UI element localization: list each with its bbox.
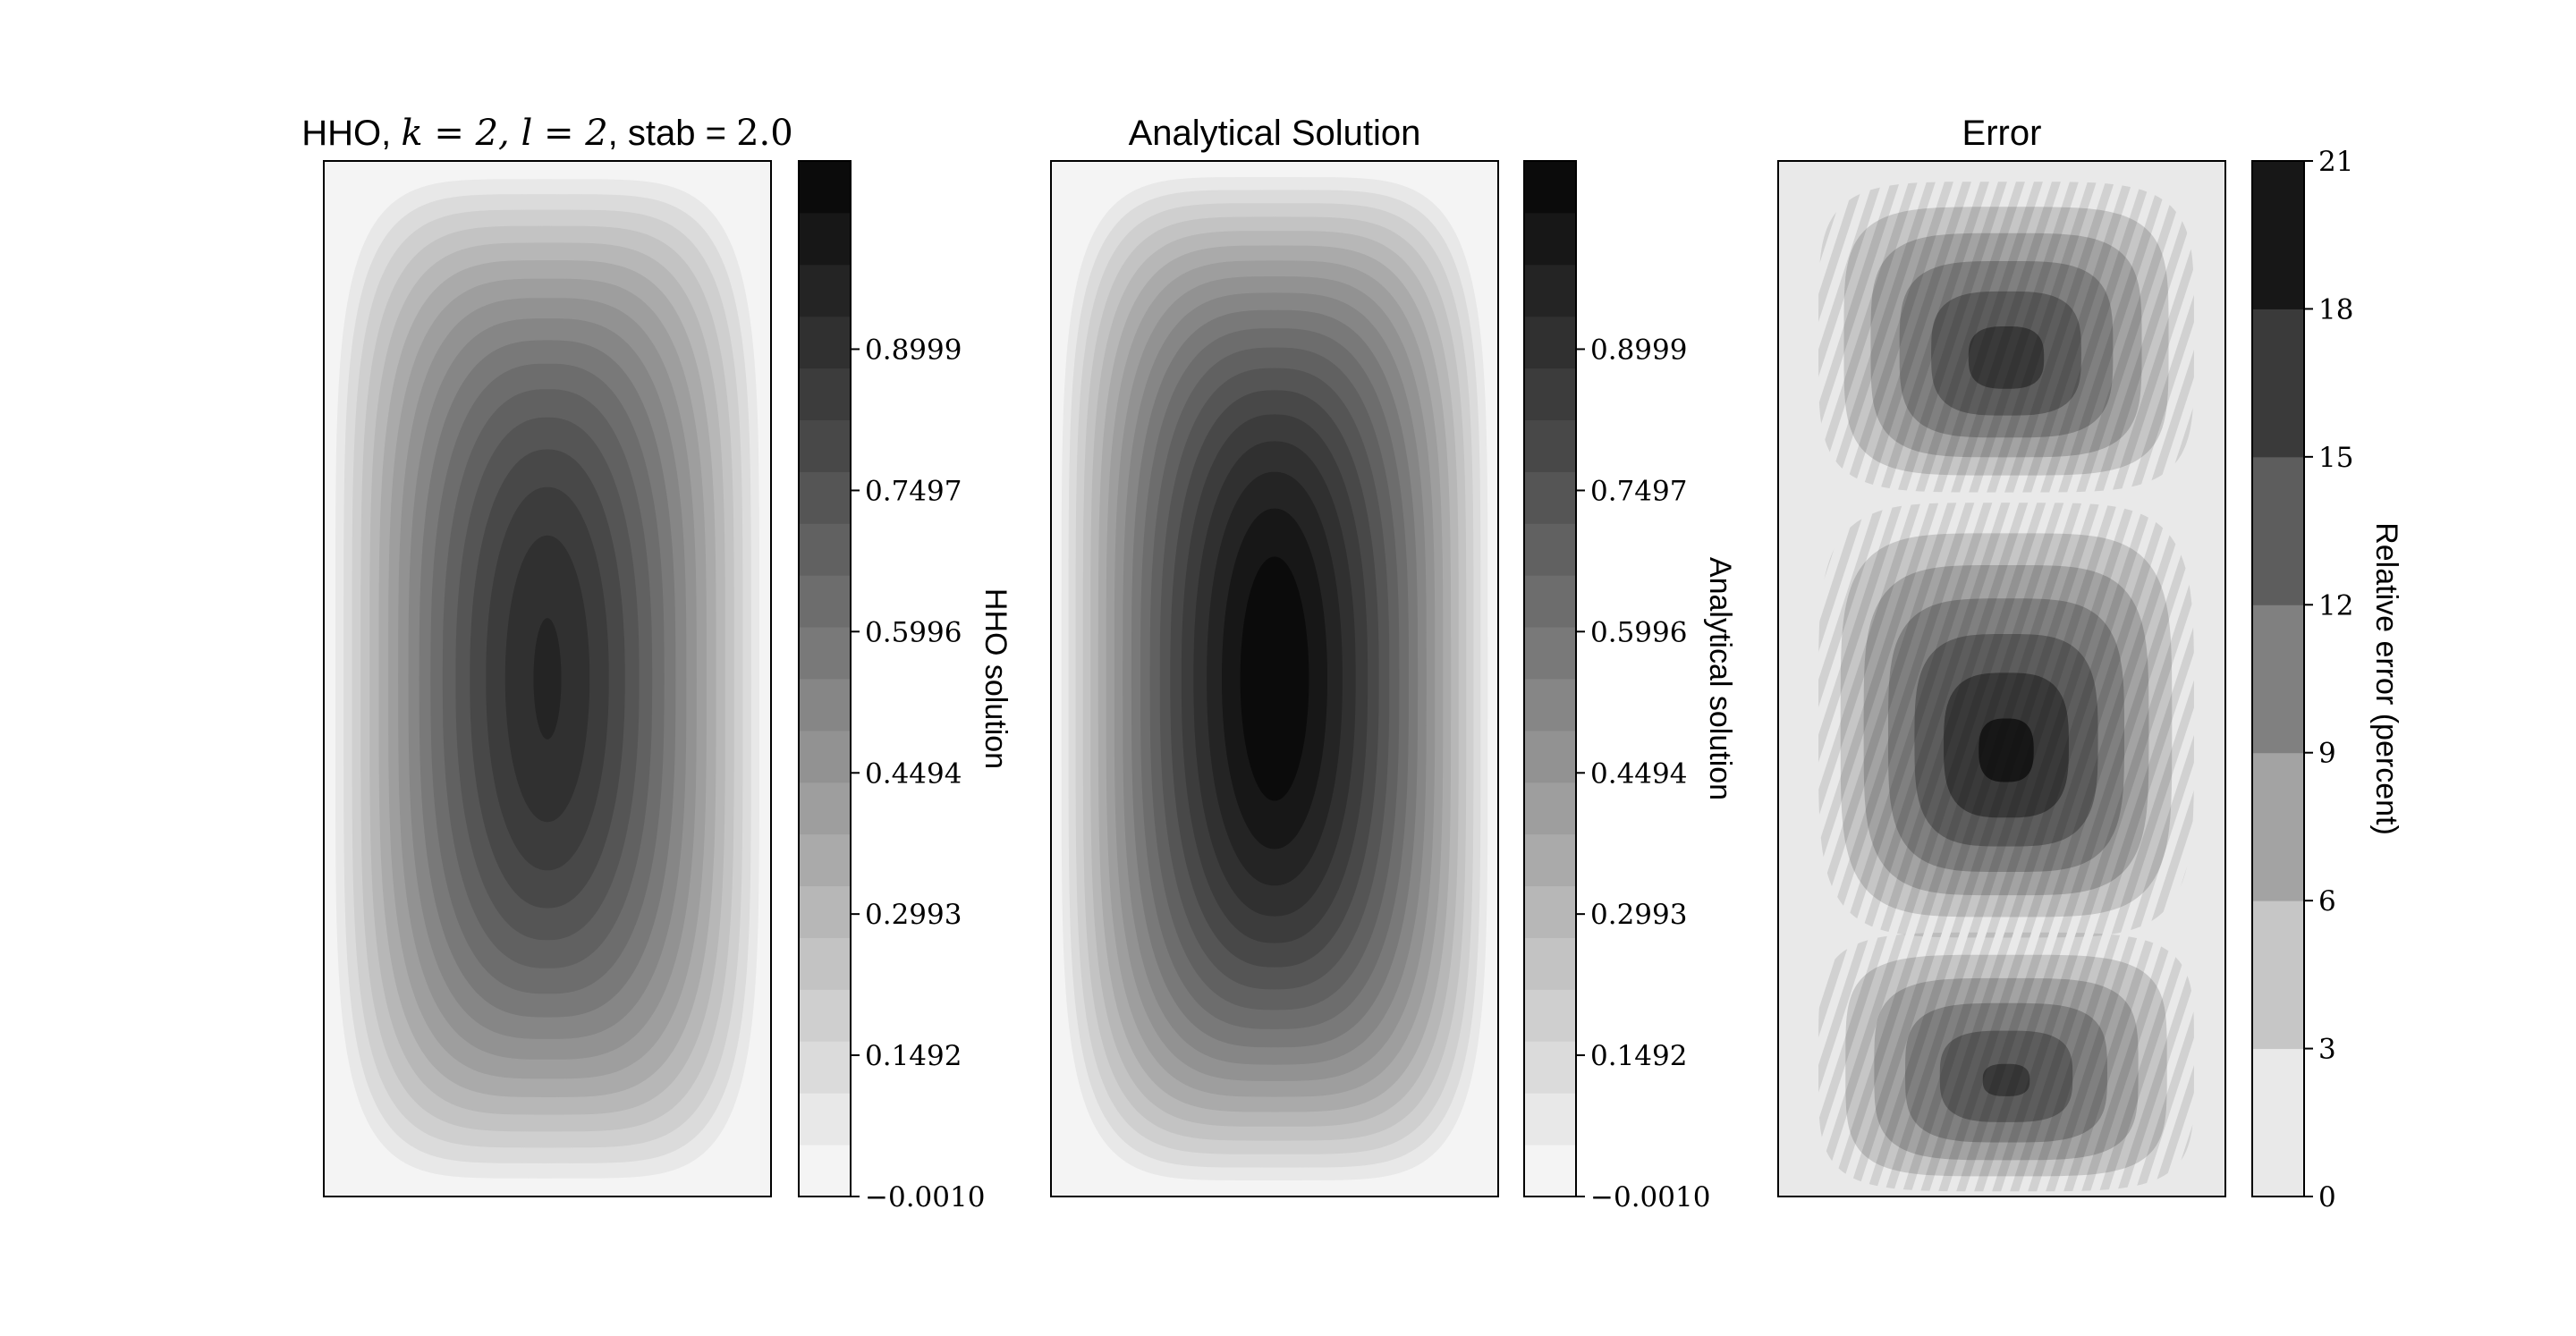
colorbar-frame — [798, 160, 852, 1197]
error-panel: Error 0 3 6 9 12 15 18 21 Relative error (perce… — [1777, 114, 2403, 1213]
hho-colorbar-label: HHO solution — [979, 588, 1013, 769]
hho-panel: HHO, k = 2, l = 2, stab = 2.0 −0.0010 0.1… — [301, 113, 1013, 1213]
analytical-contour-field — [1051, 161, 1498, 1196]
colorbar-band — [799, 1041, 851, 1094]
colorbar-band — [2252, 456, 2304, 605]
colorbar-band — [799, 679, 851, 731]
colorbar-tick-label: 0.5996 — [1590, 616, 1687, 648]
colorbar-band — [799, 575, 851, 628]
colorbar-tick-label: −0.0010 — [1590, 1181, 1710, 1213]
colorbar-tick-label: 0.2993 — [865, 899, 962, 931]
colorbar-band — [799, 627, 851, 680]
colorbar-band — [799, 368, 851, 420]
colorbar-band — [1524, 833, 1576, 887]
error-colorbar-label: Relative error (percent) — [2369, 522, 2403, 835]
colorbar-tick-label: 9 — [2318, 738, 2336, 770]
colorbar-band — [799, 212, 851, 266]
colorbar-band — [1524, 523, 1576, 576]
colorbar-band — [799, 730, 851, 783]
colorbar-band — [1524, 575, 1576, 628]
colorbar-frame — [1523, 160, 1577, 1197]
colorbar-band — [799, 833, 851, 887]
hho-contour-field — [324, 161, 771, 1196]
colorbar-band — [1524, 989, 1576, 1042]
hho-title: HHO, k = 2, l = 2, stab = 2.0 — [301, 113, 792, 154]
colorbar-band — [1524, 1093, 1576, 1146]
colorbar-band — [1524, 264, 1576, 317]
colorbar-tick-label: 0 — [2318, 1181, 2336, 1213]
colorbar-tick-label: 0.4494 — [1590, 757, 1687, 790]
colorbar-band — [1524, 212, 1576, 266]
colorbar-tick-label: 0.8999 — [1590, 334, 1687, 366]
colorbar-tick-label: 3 — [2318, 1034, 2336, 1066]
colorbar-band — [1524, 937, 1576, 990]
contour-level — [533, 618, 562, 740]
error-colorbar: 0 3 6 9 12 15 18 21 — [2251, 146, 2353, 1213]
analytical-axes-frame — [1050, 160, 1499, 1197]
colorbar-tick-label: 0.4494 — [865, 757, 962, 790]
error-artifact-hatch — [1818, 932, 2194, 1192]
colorbar-tick-label: 0.7497 — [1590, 475, 1687, 507]
colorbar-band — [799, 316, 851, 369]
colorbar-band — [799, 264, 851, 317]
analytical-title: Analytical Solution — [1129, 114, 1421, 153]
colorbar-band — [799, 937, 851, 990]
error-contour-field — [1778, 161, 2225, 1196]
colorbar-band — [1524, 419, 1576, 472]
analytical-panel: Analytical Solution −0.0010 0.1492 0.2993 0… — [1050, 114, 1737, 1213]
colorbar-band — [799, 419, 851, 472]
colorbar-band — [1524, 679, 1576, 731]
colorbar-tick-label: −0.0010 — [865, 1181, 985, 1213]
colorbar-tick-label: 6 — [2318, 885, 2336, 917]
colorbar-band — [1524, 885, 1576, 938]
colorbar-band — [799, 989, 851, 1042]
colorbar-tick-label: 15 — [2318, 442, 2353, 474]
analytical-colorbar: −0.0010 0.1492 0.2993 0.4494 0.5996 0.7497 0.8… — [1523, 160, 1710, 1213]
hho-colorbar: −0.0010 0.1492 0.2993 0.4494 0.5996 0.7497 0.8… — [798, 160, 985, 1213]
colorbar-band — [1524, 627, 1576, 680]
colorbar-band — [1524, 1145, 1576, 1197]
colorbar-band — [2252, 1048, 2304, 1197]
colorbar-frame — [2251, 160, 2305, 1197]
colorbar-band — [799, 161, 851, 214]
colorbar-band — [2252, 309, 2304, 458]
colorbar-band — [799, 1145, 851, 1197]
colorbar-band — [2252, 901, 2304, 1050]
colorbar-tick-label: 0.8999 — [865, 334, 962, 366]
colorbar-band — [1524, 782, 1576, 835]
colorbar-band — [799, 885, 851, 938]
colorbar-tick-label: 0.1492 — [865, 1040, 962, 1072]
contour-level — [1240, 556, 1309, 801]
colorbar-band — [1524, 1041, 1576, 1094]
colorbar-band — [2252, 752, 2304, 901]
error-artifact-hatch — [1818, 503, 2194, 938]
colorbar-band — [799, 782, 851, 835]
analytical-colorbar-label: Analytical solution — [1703, 557, 1737, 800]
colorbar-tick-label: 12 — [2318, 589, 2353, 621]
colorbar-tick-label: 0.1492 — [1590, 1040, 1687, 1072]
error-artifact-hatch — [1818, 182, 2194, 493]
colorbar-band — [1524, 471, 1576, 524]
colorbar-band — [1524, 316, 1576, 369]
error-title: Error — [1962, 114, 2042, 153]
colorbar-tick-label: 0.2993 — [1590, 899, 1687, 931]
error-axes-frame — [1777, 160, 2226, 1197]
colorbar-tick-label: 18 — [2318, 293, 2353, 326]
colorbar-band — [799, 471, 851, 524]
colorbar-tick-label: 0.7497 — [865, 475, 962, 507]
hho-axes-frame — [323, 160, 772, 1197]
colorbar-tick-label: 0.5996 — [865, 616, 962, 648]
colorbar-band — [799, 523, 851, 576]
colorbar-band — [2252, 161, 2304, 309]
colorbar-band — [1524, 161, 1576, 214]
colorbar-band — [1524, 368, 1576, 420]
colorbar-band — [2252, 605, 2304, 754]
colorbar-tick-label: 21 — [2318, 146, 2353, 178]
colorbar-band — [1524, 730, 1576, 783]
colorbar-band — [799, 1093, 851, 1146]
